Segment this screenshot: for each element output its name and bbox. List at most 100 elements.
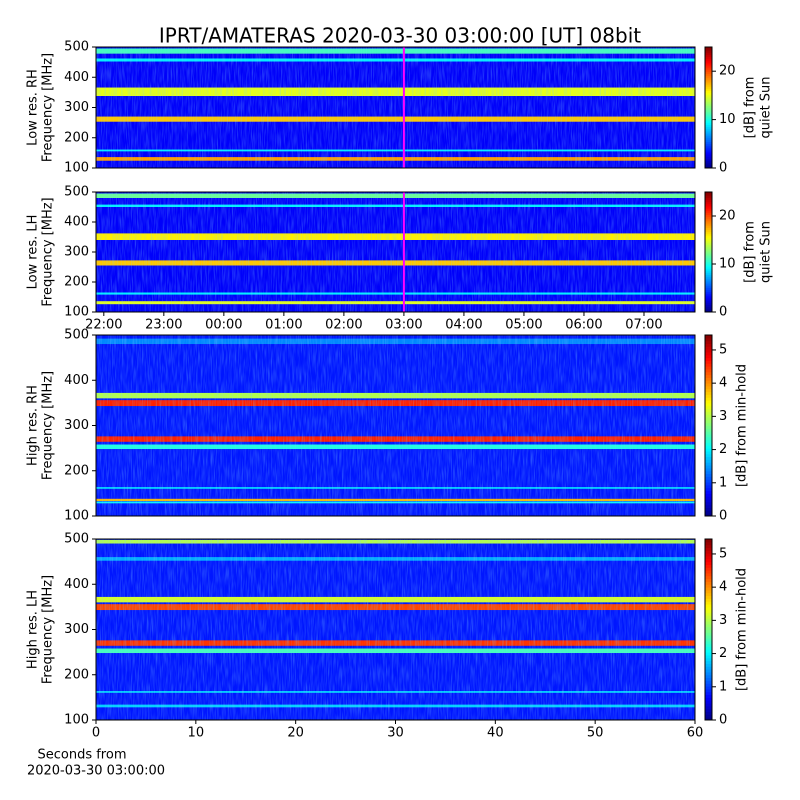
texture — [96, 539, 695, 720]
colorbar-cell — [705, 411, 712, 415]
colorbar-cell — [705, 223, 712, 227]
colorbar-tick-label: 1 — [719, 679, 727, 694]
colorbar-cell — [705, 274, 712, 277]
colorbar-cell — [705, 351, 712, 356]
colorbar-cell — [705, 490, 712, 494]
colorbar-cell — [705, 428, 712, 432]
colorbar-cell — [705, 267, 712, 270]
colorbar-cell — [705, 122, 712, 126]
colorbar-cell — [705, 214, 712, 217]
colorbar-cell — [705, 220, 712, 223]
x-tick-label: 23:00 — [145, 318, 182, 333]
colorbar-cell — [705, 304, 712, 307]
colorbar-cell — [705, 374, 712, 378]
colorbar-cell — [705, 589, 712, 594]
colorbar-cell — [705, 640, 712, 645]
colorbar-cell — [705, 626, 712, 630]
colorbar-cell — [705, 465, 712, 469]
colorbar-tick-label: 4 — [719, 580, 727, 595]
texture — [96, 47, 695, 168]
colorbar-cell — [705, 669, 712, 673]
y-tick-label: 200 — [64, 130, 89, 145]
colorbar-label: [dB] from — [743, 77, 758, 139]
colorbar-cell — [705, 263, 712, 266]
colorbar-cell — [705, 86, 712, 90]
colorbar-cell — [705, 677, 712, 681]
y-axis-label: High res. LH — [26, 590, 41, 669]
colorbar-cell — [705, 238, 712, 242]
colorbar-cell — [705, 199, 712, 202]
colorbar-cell — [705, 92, 712, 95]
colorbar-cell — [705, 242, 712, 245]
colorbar-cell — [705, 601, 712, 605]
colorbar-tick-label: 5 — [719, 546, 727, 561]
colorbar-cell — [705, 550, 712, 554]
colorbar-cell — [705, 688, 712, 693]
colorbar-cell — [705, 287, 712, 290]
colorbar-cell — [705, 203, 712, 206]
colorbar-cell — [705, 357, 712, 361]
colorbar-cell — [705, 363, 712, 367]
colorbar-cell — [705, 340, 712, 344]
colorbar-cell — [705, 484, 712, 489]
colorbar-cell — [705, 346, 712, 350]
x-tick-label: 20 — [287, 726, 304, 741]
x-tick-label: 06:00 — [565, 318, 602, 333]
colorbar-cell — [705, 652, 712, 656]
colorbar-cell — [705, 439, 712, 443]
colorbar-cell — [705, 555, 712, 560]
y-axis-label: Frequency [MHz] — [41, 371, 56, 480]
colorbar-cell — [705, 137, 712, 141]
y-tick-label: 400 — [64, 373, 89, 388]
colorbar-tick-label: 3 — [719, 409, 727, 424]
colorbar-cell — [705, 250, 712, 253]
colorbar-cell — [705, 124, 712, 127]
x-tick-label: 05:00 — [505, 318, 542, 333]
colorbar-cell — [705, 425, 712, 429]
y-tick-label: 300 — [64, 100, 89, 115]
colorbar-cell — [705, 253, 712, 257]
colorbar-cell — [705, 459, 712, 463]
colorbar-cell — [705, 450, 712, 455]
colorbar-cell — [705, 64, 712, 67]
colorbar-cell — [705, 297, 712, 300]
colorbar-tick-label: 0 — [719, 305, 727, 320]
colorbar-cell — [705, 60, 712, 63]
colorbar-cell — [705, 152, 712, 156]
colorbar-label: quiet Sun — [759, 221, 774, 283]
colorbar-cell — [705, 567, 712, 571]
colorbar-cell — [705, 240, 712, 244]
colorbar-cell — [705, 278, 712, 281]
colorbar-cell — [705, 711, 712, 715]
colorbar-cell — [705, 270, 712, 274]
colorbar-cell — [705, 380, 712, 384]
colorbar-cell — [705, 708, 712, 713]
colorbar-cell — [705, 456, 712, 460]
colorbar-cell — [705, 666, 712, 670]
colorbar-cell — [705, 235, 712, 238]
x-tick-label: 00:00 — [205, 318, 242, 333]
colorbar-frame — [704, 46, 713, 169]
colorbar-cell — [705, 261, 712, 264]
colorbar-cell — [705, 132, 712, 135]
x-axis-label: Seconds from — [37, 748, 126, 763]
colorbar-cell — [705, 154, 712, 158]
colorbar-cell — [705, 615, 712, 619]
colorbar-cell — [705, 298, 712, 302]
colorbar-cell — [705, 431, 712, 435]
colorbar-cell — [705, 255, 712, 259]
colorbar-cell — [705, 717, 712, 721]
colorbar-cell — [705, 197, 712, 200]
colorbar-cell — [705, 501, 712, 506]
y-tick-label: 300 — [64, 245, 89, 260]
colorbar-cell — [705, 289, 712, 292]
colorbar-cell — [705, 56, 712, 59]
colorbar-cell — [705, 73, 712, 76]
colorbar-cell — [705, 164, 712, 167]
colorbar-cell — [705, 572, 712, 577]
y-tick-label: 400 — [64, 70, 89, 85]
y-tick-label: 500 — [64, 532, 89, 547]
colorbar-cell — [705, 507, 712, 511]
y-tick-label: 100 — [64, 509, 89, 524]
